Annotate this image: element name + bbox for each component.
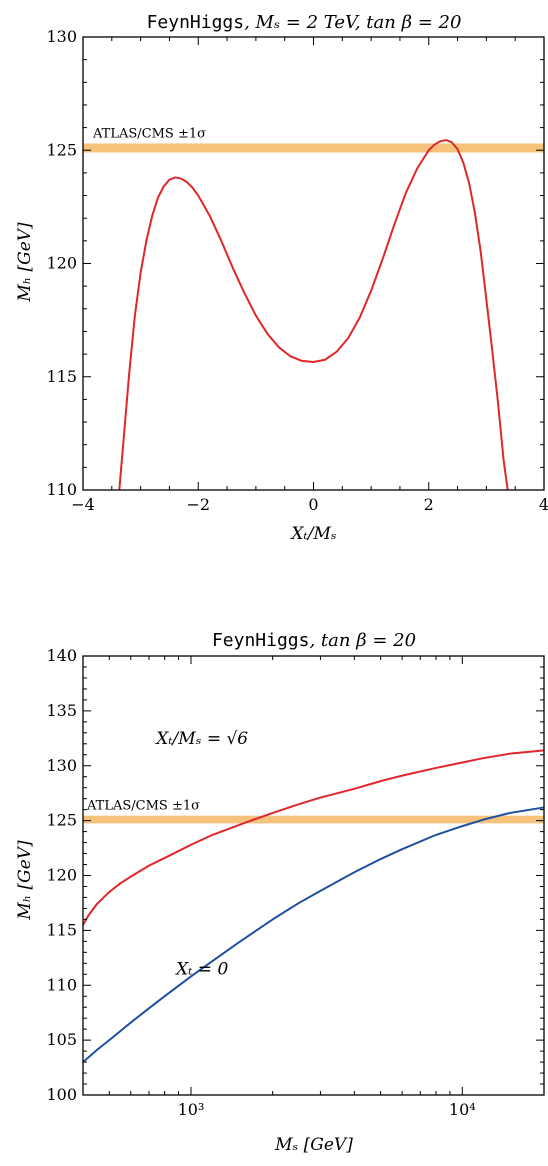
y-tick-label: 120 bbox=[46, 866, 77, 885]
chart-2-title: FeynHiggs, tan β = 20 bbox=[212, 630, 416, 651]
chart-2-title-math: , tan β = 20 bbox=[309, 630, 416, 651]
chart-1: FeynHiggs, Mₛ = 2 TeV, tan β = 20 110115… bbox=[15, 12, 548, 544]
x-tick-label: 0 bbox=[308, 495, 318, 514]
x-tick-label: 10⁴ bbox=[449, 1100, 476, 1119]
x-tick-label: −2 bbox=[186, 495, 210, 514]
chart-1-plot-frame bbox=[83, 37, 544, 490]
x-tick-label: 4 bbox=[539, 495, 548, 514]
chart-2: FeynHiggs, tan β = 20 100 105 110 115 120 125… bbox=[15, 630, 544, 1155]
experimental-band bbox=[83, 143, 544, 152]
x-tick-label: 10³ bbox=[178, 1100, 205, 1119]
chart-2-plot-frame bbox=[83, 656, 544, 1095]
y-tick-label: 100 bbox=[46, 1085, 77, 1104]
x-tick-label: −4 bbox=[71, 495, 95, 514]
chart-2-annotations: Xₜ/Mₛ = √6 Xₜ = 0 bbox=[154, 729, 248, 979]
curve-annotation-2: Xₜ = 0 bbox=[174, 959, 228, 979]
chart-2-ticks bbox=[83, 656, 544, 1095]
chart-1-title-math: , Mₛ = 2 TeV, tan β = 20 bbox=[244, 12, 461, 33]
series-line-1 bbox=[83, 750, 544, 925]
y-tick-label: 105 bbox=[46, 1030, 77, 1049]
chart-2-y-axis-title: Mₕ [GeV] bbox=[15, 840, 35, 921]
chart-1-x-axis-title: Xₜ/Mₛ bbox=[289, 524, 336, 544]
y-tick-label: 115 bbox=[46, 920, 77, 939]
curve-annotation-1: Xₜ/Mₛ = √6 bbox=[154, 729, 248, 749]
y-tick-label: 115 bbox=[46, 367, 77, 386]
x-tick-label: 2 bbox=[424, 495, 434, 514]
chart-1-ticks bbox=[83, 37, 544, 490]
chart-1-y-axis-title: Mₕ [GeV] bbox=[15, 222, 35, 303]
chart-2-title-code: FeynHiggs bbox=[212, 630, 310, 651]
series-line-1 bbox=[119, 140, 507, 490]
chart-2-series bbox=[83, 750, 544, 1062]
y-tick-label: 140 bbox=[46, 646, 77, 665]
y-tick-label: 125 bbox=[46, 140, 77, 159]
chart-1-title: FeynHiggs, Mₛ = 2 TeV, tan β = 20 bbox=[147, 12, 462, 33]
y-tick-label: 130 bbox=[46, 27, 77, 46]
y-tick-label: 130 bbox=[46, 756, 77, 775]
chart-1-band-label: ATLAS/CMS ±1σ bbox=[92, 126, 206, 141]
y-tick-label: 125 bbox=[46, 811, 77, 830]
chart-1-band bbox=[83, 143, 544, 152]
chart-1-title-code: FeynHiggs bbox=[147, 12, 245, 33]
y-tick-label: 110 bbox=[46, 975, 77, 994]
y-tick-label: 135 bbox=[46, 701, 77, 720]
chart-1-series bbox=[119, 140, 507, 490]
chart-2-x-axis-title: Mₛ [GeV] bbox=[274, 1135, 353, 1155]
series-line-2 bbox=[83, 807, 544, 1062]
chart-2-band-label: ATLAS/CMS ±1σ bbox=[86, 799, 200, 814]
chart-2-tick-labels: 100 105 110 115 120 125 130 135 140 10³ 10⁴ bbox=[46, 646, 475, 1119]
y-tick-label: 120 bbox=[46, 254, 77, 273]
